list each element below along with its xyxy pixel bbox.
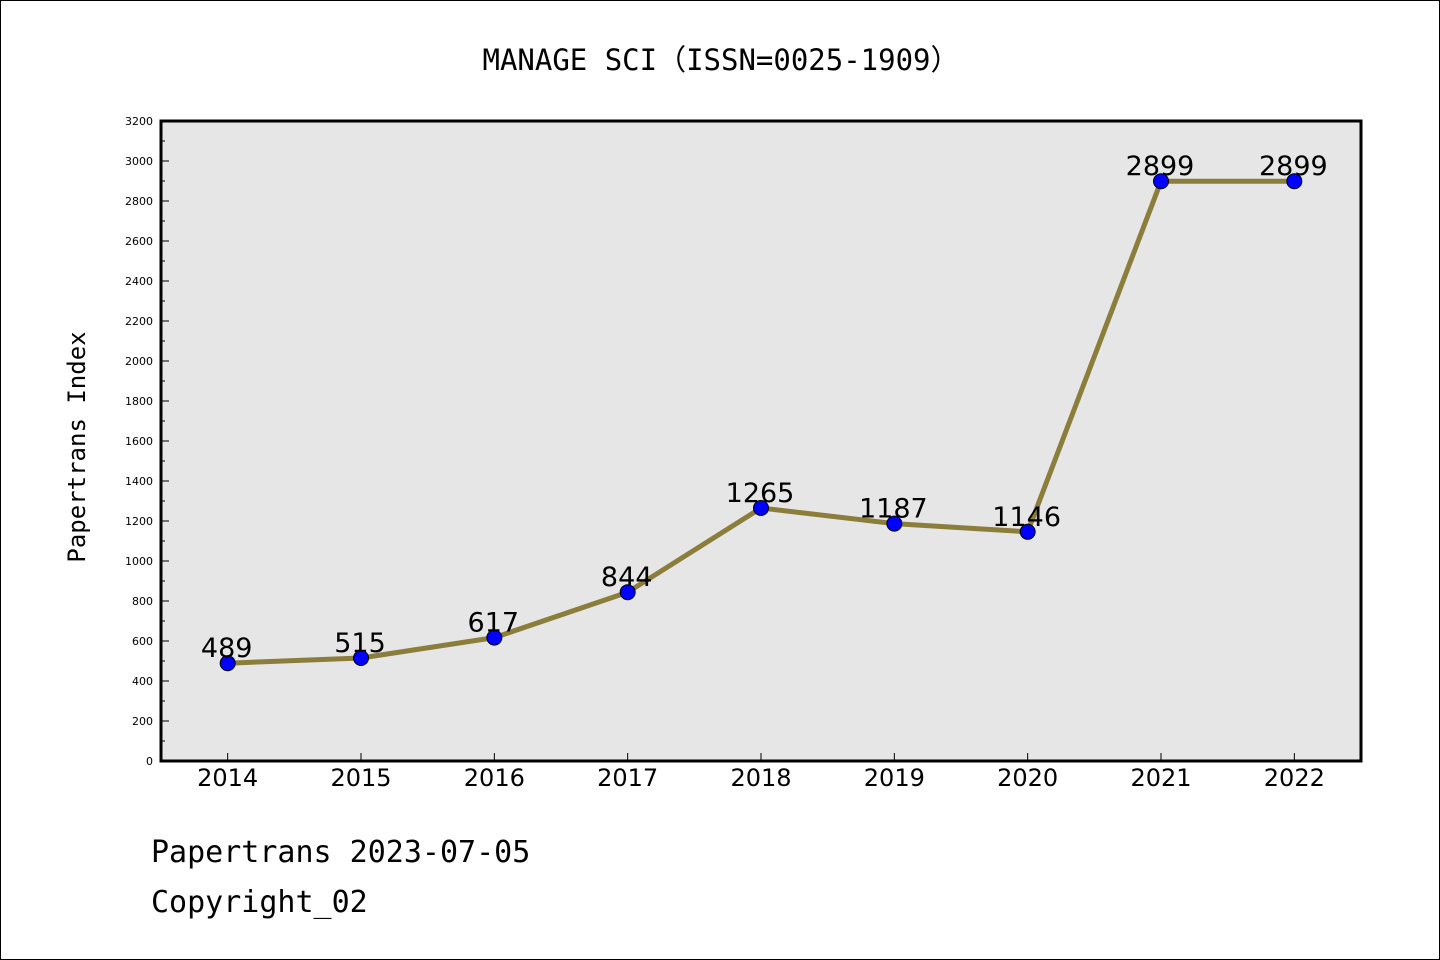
data-label: 515 xyxy=(334,628,386,659)
y-tick-label: 2800 xyxy=(125,195,153,208)
y-tick-label: 1200 xyxy=(125,515,153,528)
data-label: 489 xyxy=(201,633,253,664)
x-tick-label: 2022 xyxy=(1264,764,1325,792)
y-tick-label: 2000 xyxy=(125,355,153,368)
footer-date: Papertrans 2023-07-05 xyxy=(151,835,531,870)
data-label: 1146 xyxy=(992,502,1061,533)
data-point xyxy=(1153,173,1169,190)
y-tick-label: 200 xyxy=(132,715,153,728)
x-tick-label: 2014 xyxy=(197,764,258,792)
y-tick-label: 400 xyxy=(132,675,153,688)
data-label: 844 xyxy=(601,562,653,593)
y-tick-label: 1400 xyxy=(125,475,153,488)
data-label: 2899 xyxy=(1259,151,1328,182)
data-point xyxy=(619,584,636,601)
data-point xyxy=(1286,173,1303,190)
chart-title: MANAGE SCI（ISSN=0025-1909） xyxy=(482,43,960,77)
y-tick-label: 2200 xyxy=(125,315,153,328)
y-tick-label: 800 xyxy=(132,595,153,608)
data-label: 1187 xyxy=(859,494,928,525)
data-label: 617 xyxy=(468,608,520,639)
data-point xyxy=(753,500,769,516)
y-tick-label: 2400 xyxy=(125,275,153,288)
y-axis-label: Papertrans Index xyxy=(63,331,91,562)
data-point xyxy=(886,515,903,532)
x-tick-label: 2016 xyxy=(464,764,525,792)
y-tick-label: 3200 xyxy=(125,115,153,128)
data-label: 2899 xyxy=(1126,151,1195,182)
x-tick-label: 2019 xyxy=(864,764,925,792)
x-tick-label: 2017 xyxy=(597,764,658,792)
y-tick-label: 1600 xyxy=(125,435,153,448)
footer-copyright: Copyright_02 xyxy=(151,885,368,920)
data-point xyxy=(353,650,369,666)
y-tick-label: 1800 xyxy=(125,395,153,408)
y-tick-label: 1000 xyxy=(125,555,153,568)
x-tick-label: 2015 xyxy=(330,764,391,792)
plot-frame xyxy=(159,119,1363,763)
y-tick-label: 2600 xyxy=(125,235,153,248)
y-tick-label: 0 xyxy=(146,755,153,768)
x-tick-label: 2021 xyxy=(1130,764,1191,792)
data-point xyxy=(1019,523,1036,540)
plot-area xyxy=(161,121,1361,761)
y-tick-label: 600 xyxy=(132,635,153,648)
x-tick-label: 2018 xyxy=(730,764,791,792)
data-point xyxy=(219,655,236,672)
data-label: 1265 xyxy=(726,478,795,509)
y-tick-label: 3000 xyxy=(125,155,153,168)
x-tick-label: 2020 xyxy=(997,764,1058,792)
data-point xyxy=(486,629,503,646)
